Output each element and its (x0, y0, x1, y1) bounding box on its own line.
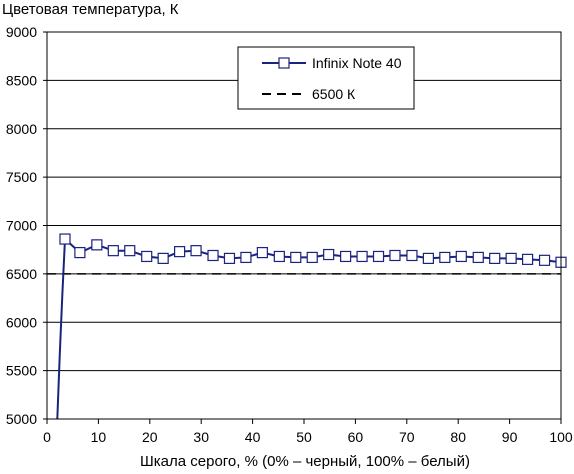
data-point (538, 254, 551, 266)
data-point (306, 251, 318, 264)
x-axis-ticks: 0 10 20 30 40 50 60 70 80 90 100 (43, 419, 573, 445)
x-tick-label: 10 (91, 429, 107, 445)
x-tick-label: 50 (296, 429, 312, 445)
data-point (207, 249, 219, 262)
legend-series-label: Infinix Note 40 (312, 55, 402, 71)
data-point (439, 251, 451, 264)
data-point (323, 248, 335, 261)
grid-lines (47, 79, 561, 372)
data-point (455, 250, 467, 263)
y-tick-label: 5500 (6, 363, 37, 379)
data-point (406, 249, 418, 262)
series-line-infinix (56, 238, 562, 420)
x-tick-label: 0 (43, 429, 51, 445)
data-point (472, 251, 484, 264)
data-point (340, 250, 352, 263)
data-point (489, 252, 501, 264)
data-point (190, 245, 202, 257)
data-point (124, 245, 136, 257)
data-point (273, 250, 285, 263)
legend-reference-label: 6500 К (312, 86, 356, 102)
series-layer (56, 233, 567, 420)
y-tick-label: 6500 (6, 266, 37, 282)
data-point (59, 233, 71, 245)
chart-title: Цветовая температура, К (2, 1, 179, 18)
data-point (223, 252, 236, 264)
x-tick-label: 60 (348, 429, 364, 445)
y-tick-label: 8500 (6, 72, 37, 88)
x-tick-label: 30 (193, 429, 209, 445)
x-tick-label: 100 (549, 429, 573, 445)
data-point (521, 253, 534, 265)
y-tick-label: 7500 (6, 169, 37, 185)
y-tick-label: 7000 (6, 218, 37, 234)
data-point (157, 252, 169, 264)
x-tick-label: 70 (399, 429, 415, 445)
y-tick-label: 6000 (6, 314, 37, 330)
data-point (174, 246, 186, 258)
x-tick-label: 20 (142, 429, 158, 445)
data-point (240, 251, 252, 264)
data-point (389, 249, 401, 262)
y-axis-ticks: 5000 5500 6000 6500 7000 7500 8000 8500 9000 (6, 24, 47, 427)
y-tick-label: 9000 (6, 24, 37, 40)
legend: Infinix Note 40 6500 К (237, 46, 415, 110)
data-point (91, 239, 103, 251)
x-tick-label: 90 (502, 429, 518, 445)
legend-series-marker (278, 57, 290, 69)
data-point (256, 246, 268, 259)
data-point (141, 250, 153, 263)
data-point (107, 245, 119, 257)
legend-box (237, 46, 415, 110)
data-point (356, 250, 368, 263)
data-point (505, 252, 517, 264)
data-point (422, 252, 434, 264)
data-point (74, 246, 86, 259)
data-point (372, 250, 385, 263)
x-tick-label: 80 (450, 429, 466, 445)
x-tick-label: 40 (245, 429, 261, 445)
y-tick-label: 8000 (6, 121, 37, 137)
x-axis-label: Шкала серого, % (0% – черный, 100% – бел… (140, 453, 470, 469)
y-tick-label: 5000 (6, 411, 37, 427)
data-point (290, 251, 302, 264)
